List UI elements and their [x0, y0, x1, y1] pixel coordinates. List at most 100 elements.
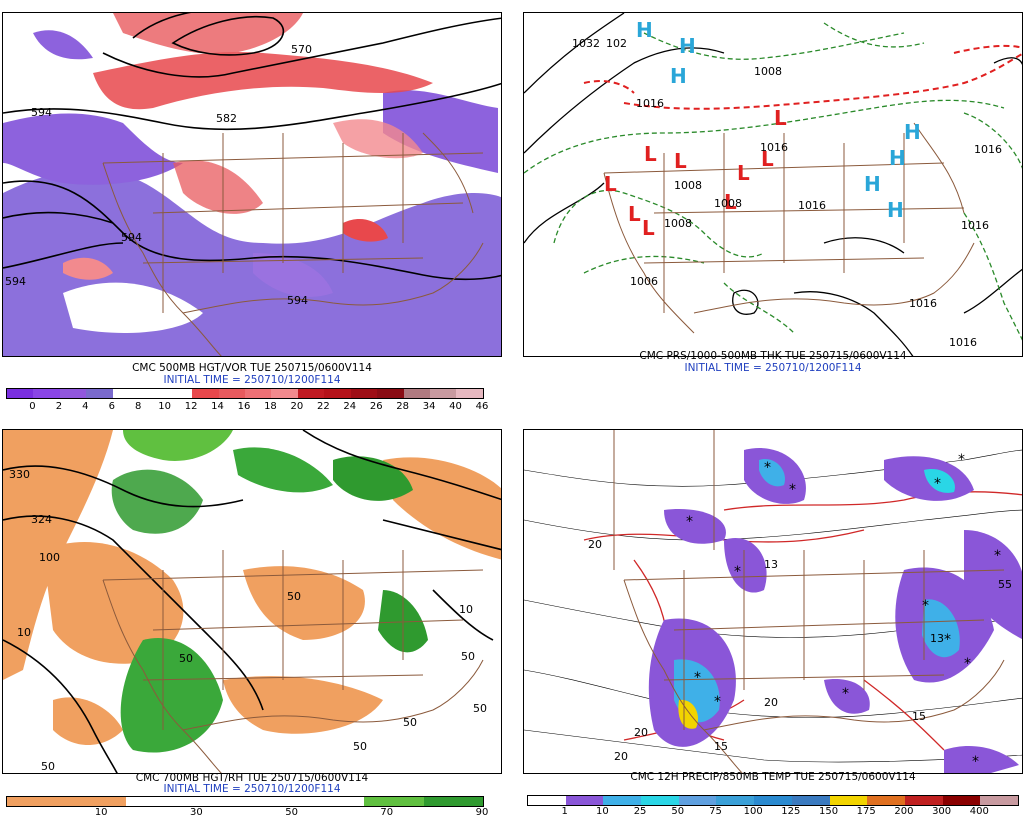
- contour-label: 324: [31, 513, 52, 526]
- colorbar-tick-label: 26: [369, 401, 383, 412]
- map-pressure: H H H H H H H L L L L L L L L L 1032 102…: [523, 12, 1023, 357]
- colorbar-tick-label: 300: [932, 806, 952, 817]
- map-500mb-svg: 594 570 582 594 594 594: [3, 13, 501, 356]
- colorbar-swatch: [33, 389, 60, 398]
- high-pressure-symbol: H: [887, 198, 904, 222]
- contour-label: 594: [287, 294, 308, 307]
- colorbar-tick-label: 10: [94, 807, 108, 818]
- svg-text:*: *: [994, 548, 1001, 564]
- low-pressure-symbol: L: [628, 202, 641, 226]
- colorbar-tick-label: 75: [709, 806, 722, 817]
- colorbar: [6, 388, 484, 399]
- pressure-label: 1016: [949, 336, 977, 349]
- contour-label: 594: [121, 231, 142, 244]
- pressure-label: 1008: [754, 65, 782, 78]
- colorbar-swatch: [430, 389, 457, 398]
- colorbar-swatch: [304, 797, 364, 806]
- contour-label: 594: [5, 275, 26, 288]
- pressure-label: 1016: [636, 97, 664, 110]
- svg-text:*: *: [972, 754, 979, 770]
- colorbar-tick-label: 16: [237, 401, 251, 412]
- temp-label: 20: [588, 538, 602, 551]
- colorbar-tick-label: 30: [190, 807, 203, 818]
- colorbar-tick-label: 14: [211, 401, 224, 412]
- colorbar-tick-label: 2: [55, 401, 63, 412]
- colorbar-tick-label: 10: [596, 806, 609, 817]
- high-pressure-symbol: H: [889, 146, 906, 170]
- low-pressure-symbol: L: [774, 106, 787, 130]
- colorbar-tick-label: 4: [82, 401, 89, 412]
- initial-time: INITIAL TIME = 250710/1200F114: [163, 783, 341, 795]
- panel-500mb-vorticity: 594 570 582 594 594 594 CMC 500MB HGT/VO…: [2, 12, 502, 412]
- panel-12h-precip: * * * * * * * * * * * * * * 20 20 20 20 15 15 55 …: [523, 429, 1023, 819]
- svg-text:*: *: [734, 564, 741, 580]
- colorbar-swatch: [66, 797, 126, 806]
- panel-pressure-thickness: H H H H H H H L L L L L L L L L 1032 102…: [523, 0, 1023, 390]
- colorbar-swatch: [139, 389, 166, 398]
- colorbar-tick-label: 50: [671, 806, 685, 817]
- colorbar-tick-label: 100: [743, 806, 763, 817]
- colorbar-swatch: [565, 796, 604, 805]
- contour-label: 594: [31, 106, 52, 119]
- panel-700mb-rh: 330 324 100 10 50 50 50 10 50 50 50 50 C…: [2, 429, 502, 819]
- panel-caption: CMC PRS/1000-500MB THK TUE 250715/0600V1…: [639, 350, 907, 362]
- colorbar-swatch: [350, 389, 378, 398]
- colorbar-swatch: [942, 796, 981, 805]
- svg-text:*: *: [694, 670, 701, 686]
- colorbar-tick-label: 0: [29, 401, 36, 412]
- colorbar-swatch: [377, 389, 404, 398]
- contour-label: 50: [353, 740, 367, 753]
- colorbar-tick-label: 18: [264, 401, 277, 412]
- temp-label: 20: [764, 696, 778, 709]
- map-700mb: 330 324 100 10 50 50 50 10 50 50 50 50: [2, 429, 502, 774]
- colorbar-swatch: [245, 797, 305, 806]
- pressure-label: 1016: [974, 143, 1002, 156]
- svg-text:*: *: [789, 482, 796, 498]
- colorbar-tick-label: 175: [856, 806, 876, 817]
- colorbar-tick-label: 50: [285, 807, 298, 818]
- contour-label: 330: [9, 468, 30, 481]
- contour-label: 10: [459, 603, 473, 616]
- colorbar-swatch: [218, 389, 245, 398]
- colorbar-tick-label: 34: [422, 401, 436, 412]
- colorbar-tick-label: 6: [108, 401, 115, 412]
- low-pressure-symbol: L: [642, 216, 655, 240]
- colorbar-swatch: [678, 796, 717, 805]
- colorbar-ticks: 1 10 25 50 75 100 125 150 175 200 300 400: [523, 806, 1023, 818]
- precip-label: 13: [930, 632, 944, 645]
- colorbar-tick-label: 25: [633, 806, 647, 817]
- contour-label: 50: [179, 652, 193, 665]
- high-pressure-symbol: H: [636, 18, 653, 42]
- svg-text:*: *: [958, 452, 965, 468]
- panel-caption: CMC 500MB HGT/VOR TUE 250715/0600V114: [132, 362, 372, 374]
- colorbar-tick-label: 1: [561, 806, 568, 817]
- low-pressure-symbol: L: [761, 147, 774, 171]
- colorbar-swatch: [185, 797, 245, 806]
- colorbar-tick-label: 400: [969, 806, 989, 817]
- colorbar-tick-label: 46: [475, 401, 489, 412]
- contour-label: 50: [41, 760, 55, 773]
- colorbar-swatch: [165, 389, 193, 398]
- colorbar-swatch: [297, 389, 325, 398]
- colorbar-swatch: [126, 797, 186, 806]
- contour-label: 50: [473, 702, 487, 715]
- colorbar-swatch: [192, 389, 219, 398]
- colorbar-swatch: [423, 797, 483, 806]
- colorbar-swatch: [603, 796, 642, 805]
- colorbar: [6, 796, 484, 807]
- map-pressure-svg: H H H H H H H L L L L L L L L L 1032 102…: [524, 13, 1022, 356]
- low-pressure-symbol: L: [724, 190, 737, 214]
- initial-time: INITIAL TIME = 250710/1200F114: [684, 362, 862, 374]
- contour-label: 50: [403, 716, 417, 729]
- pressure-label: 1016: [909, 297, 937, 310]
- contour-label: 582: [216, 112, 237, 125]
- colorbar-tick-label: 200: [894, 806, 914, 817]
- colorbar: [527, 795, 1019, 806]
- colorbar-tick-label: 22: [316, 401, 330, 412]
- colorbar-tick-label: 40: [449, 401, 462, 412]
- colorbar-swatch: [59, 389, 87, 398]
- colorbar-swatch: [112, 389, 140, 398]
- pressure-label: 1016: [798, 199, 826, 212]
- temp-label: 20: [614, 750, 628, 763]
- panel-caption: CMC 700MB HGT/RH TUE 250715/0600V114: [135, 772, 369, 784]
